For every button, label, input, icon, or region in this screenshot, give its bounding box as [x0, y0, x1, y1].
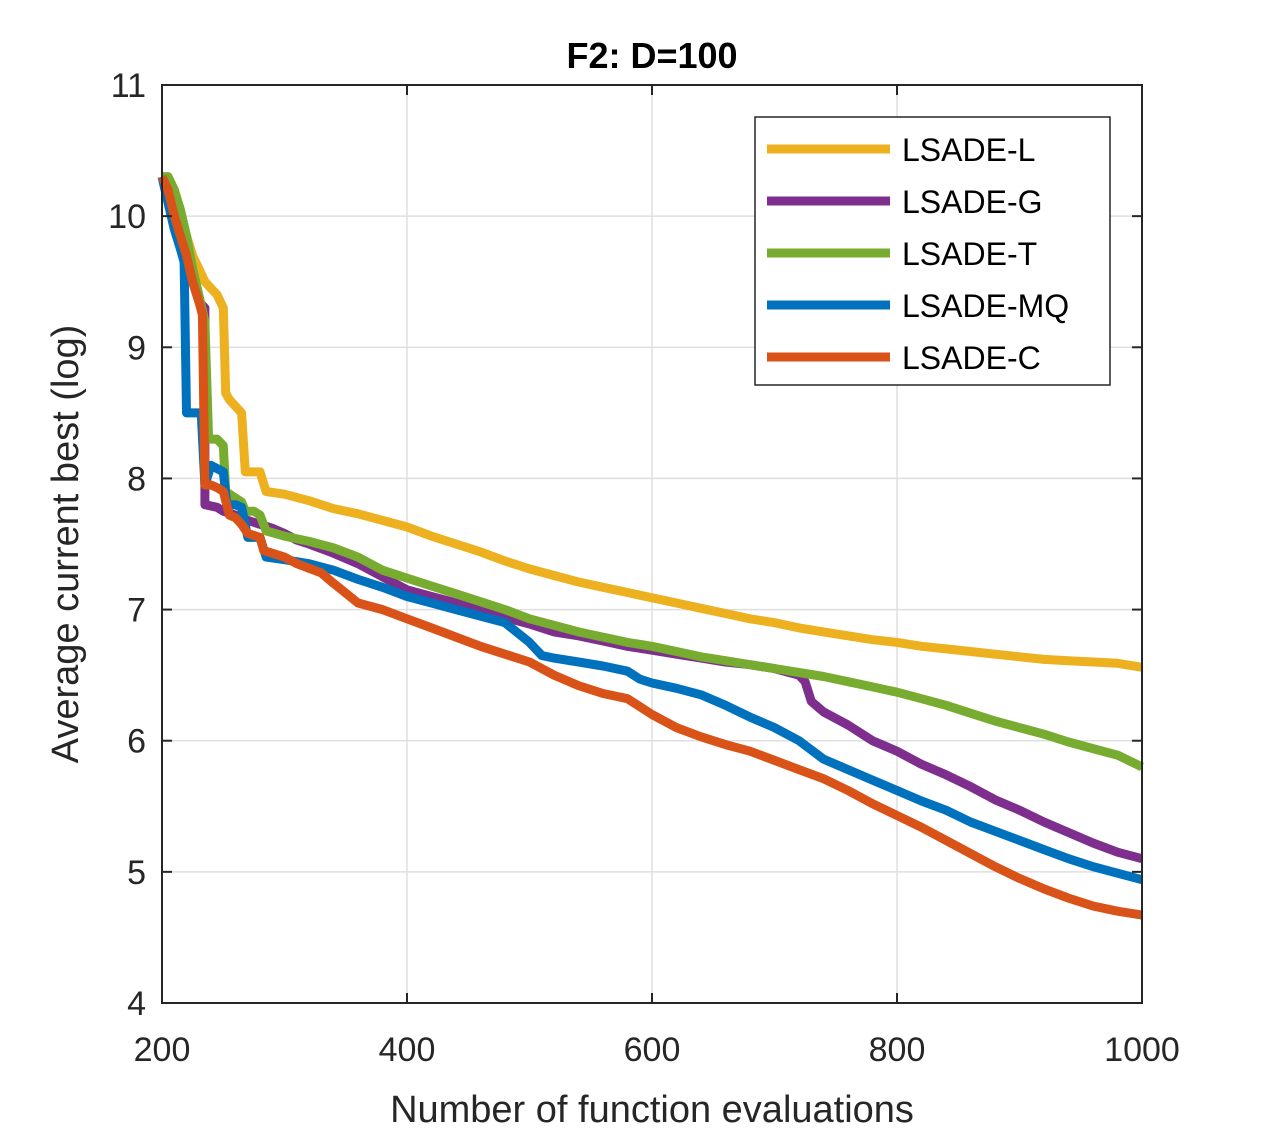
- legend-label: LSADE-L: [902, 132, 1035, 168]
- legend-entry-lsade-l: LSADE-L: [767, 132, 1035, 168]
- legend-label: LSADE-T: [902, 236, 1037, 272]
- series-layer: [157, 172, 1144, 920]
- legend-entry-lsade-c: LSADE-C: [767, 340, 1041, 376]
- x-axis-label: Number of function evaluations: [390, 1089, 914, 1131]
- ticks: 200 400 600 800 1000 4 5 6 7 8 9 10 11: [108, 67, 1180, 1069]
- y-tick-label: 4: [127, 985, 146, 1023]
- y-tick-label: 6: [127, 723, 146, 761]
- y-tick-label: 9: [127, 329, 146, 367]
- legend-entry-lsade-g: LSADE-G: [767, 184, 1042, 220]
- legend-entry-lsade-t: LSADE-T: [767, 236, 1037, 272]
- chart-title: F2: D=100: [566, 35, 737, 76]
- legend-label: LSADE-G: [902, 184, 1042, 220]
- x-tick-label: 400: [379, 1031, 436, 1069]
- legend-entry-lsade-mq: LSADE-MQ: [767, 288, 1069, 324]
- series-line-lsade-mq: [157, 175, 1144, 885]
- y-tick-label: 8: [127, 460, 146, 498]
- y-tick-label: 11: [111, 67, 146, 105]
- x-tick-label: 1000: [1104, 1031, 1180, 1069]
- x-tick-label: 200: [134, 1031, 191, 1069]
- x-tick-label: 600: [624, 1031, 681, 1069]
- y-tick-label: 10: [108, 198, 146, 236]
- y-axis-label: Average current best (log): [45, 325, 87, 764]
- series-line-lsade-t: [162, 172, 1144, 771]
- legend-label: LSADE-MQ: [902, 288, 1069, 324]
- series-line-lsade-c: [157, 174, 1143, 920]
- series-line-lsade-l: [162, 172, 1143, 672]
- x-tick-label: 800: [869, 1031, 926, 1069]
- y-tick-label: 7: [127, 592, 146, 630]
- legend-label: LSADE-C: [902, 340, 1041, 376]
- series-line-lsade-g: [158, 173, 1144, 864]
- legend: LSADE-L LSADE-G LSADE-T LSADE-MQ LSADE-C: [754, 116, 1111, 386]
- y-tick-label: 5: [127, 854, 146, 892]
